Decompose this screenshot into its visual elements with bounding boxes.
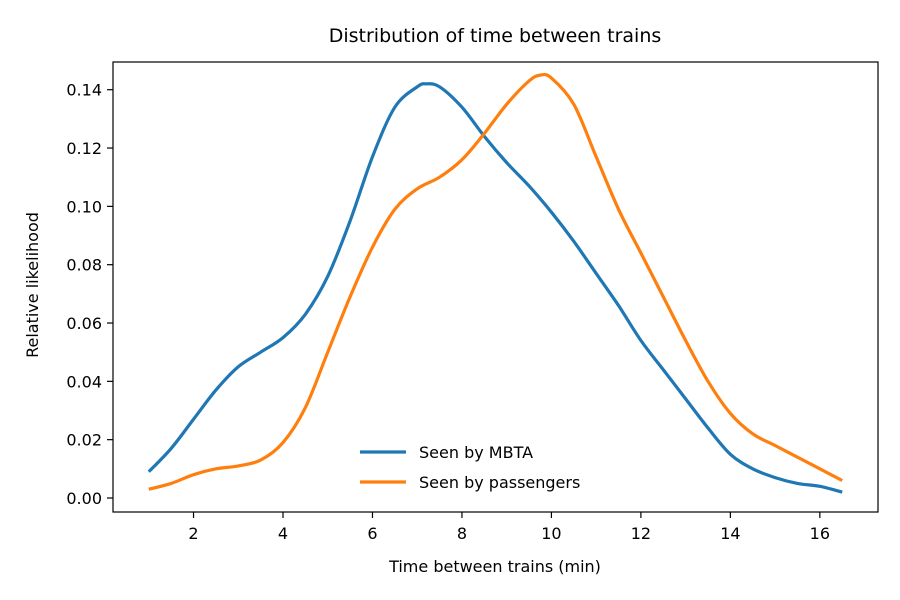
legend: Seen by MBTA Seen by passengers [360, 443, 580, 492]
x-tick-label: 8 [457, 524, 467, 543]
x-tick-label: 16 [810, 524, 830, 543]
y-axis-label: Relative likelihood [23, 212, 42, 358]
y-tick-label: 0.08 [66, 256, 102, 275]
y-tick-label: 0.00 [66, 489, 102, 508]
x-axis-label: Time between trains (min) [388, 557, 601, 576]
x-tick-label: 6 [367, 524, 377, 543]
x-tick-label: 10 [541, 524, 561, 543]
series-layer [147, 72, 843, 494]
x-tick-label: 12 [631, 524, 651, 543]
series-line-seen-by-passengers [148, 72, 843, 491]
plot-area: 2 4 6 8 10 12 14 16 0.00 0.02 0.04 0.06 0.08 0.10 0.1… [66, 61, 879, 543]
x-tick-label: 4 [278, 524, 288, 543]
y-tick-label: 0.02 [66, 431, 102, 450]
y-tick-label: 0.12 [66, 139, 102, 158]
plot-frame [112, 61, 879, 513]
chart-title: Distribution of time between trains [329, 25, 662, 47]
x-axis: 2 4 6 8 10 12 14 16 [188, 512, 830, 543]
x-tick-label: 14 [720, 524, 740, 543]
series-line-seen-by-mbta [147, 82, 843, 494]
x-tick-label: 2 [188, 524, 198, 543]
y-tick-label: 0.10 [66, 197, 102, 216]
y-tick-label: 0.04 [66, 372, 102, 391]
legend-label-seen-by-mbta: Seen by MBTA [419, 443, 533, 462]
y-axis: 0.00 0.02 0.04 0.06 0.08 0.10 0.12 0.14 [66, 81, 113, 508]
y-tick-label: 0.06 [66, 314, 102, 333]
y-tick-label: 0.14 [66, 81, 102, 100]
legend-label-seen-by-passengers: Seen by passengers [419, 473, 580, 492]
